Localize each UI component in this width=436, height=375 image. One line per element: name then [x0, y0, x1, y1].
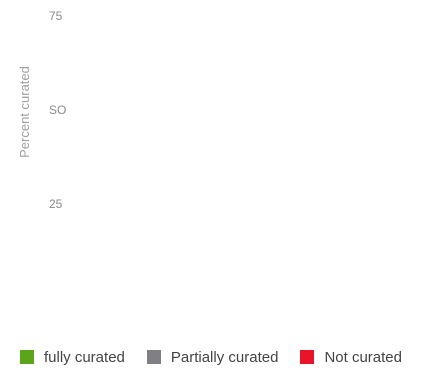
legend-swatch	[146, 350, 161, 364]
legend-swatch	[300, 350, 315, 364]
legend-label: Partially curated	[170, 348, 279, 366]
y-tick-label: 75	[49, 9, 63, 23]
y-tick-label: 25	[49, 197, 63, 211]
legend-item: Not curated	[300, 349, 402, 366]
legend-item: Partially curated	[146, 348, 279, 366]
legend: fully curated Partially curated Not curate…	[20, 345, 402, 369]
legend-label: Not curated	[324, 348, 402, 366]
legend-item: fully curated	[20, 349, 125, 366]
legend-label: fully curated	[44, 348, 125, 366]
y-axis-title: Percent curated	[17, 66, 32, 158]
legend-swatch	[20, 350, 34, 364]
y-axis-ticks: 75 SO 25	[49, 9, 66, 211]
y-tick-label: SO	[49, 103, 66, 117]
